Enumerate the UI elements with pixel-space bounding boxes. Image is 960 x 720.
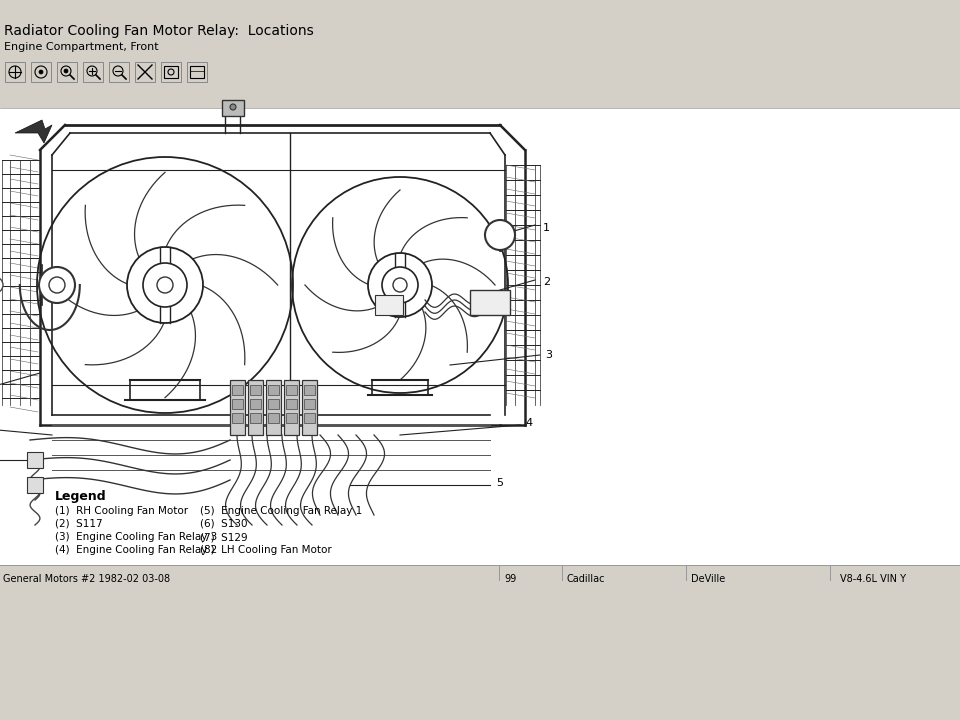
Circle shape — [157, 277, 173, 293]
Text: (1)  RH Cooling Fan Motor: (1) RH Cooling Fan Motor — [55, 506, 188, 516]
Circle shape — [0, 277, 3, 293]
Bar — [27, 452, 43, 468]
Bar — [286, 385, 297, 395]
Bar — [190, 66, 204, 78]
Bar — [0, 108, 960, 580]
Bar — [5, 62, 25, 82]
Bar — [57, 62, 77, 82]
Bar — [161, 62, 181, 82]
Circle shape — [485, 220, 515, 250]
Bar — [304, 385, 315, 395]
Bar — [266, 380, 281, 435]
Text: 3: 3 — [545, 350, 552, 360]
Text: 5: 5 — [496, 478, 503, 488]
Bar — [470, 290, 510, 315]
Text: 2: 2 — [543, 277, 550, 287]
Text: (2)  S117: (2) S117 — [55, 519, 103, 529]
Circle shape — [393, 278, 407, 292]
Text: (7)  S129: (7) S129 — [200, 532, 248, 542]
Bar — [0, 565, 960, 720]
Circle shape — [382, 267, 418, 303]
Circle shape — [368, 253, 432, 317]
Bar — [268, 399, 279, 409]
Circle shape — [39, 70, 43, 74]
Text: (5)  Engine Cooling Fan Relay 1: (5) Engine Cooling Fan Relay 1 — [200, 506, 362, 516]
Polygon shape — [15, 120, 52, 143]
Bar — [109, 62, 129, 82]
Bar — [286, 413, 297, 423]
Bar — [232, 413, 243, 423]
Text: (3)  Engine Cooling Fan Relay 3: (3) Engine Cooling Fan Relay 3 — [55, 532, 217, 542]
Bar — [31, 62, 51, 82]
Bar — [83, 62, 103, 82]
Bar — [304, 399, 315, 409]
Circle shape — [143, 263, 187, 307]
Bar — [304, 413, 315, 423]
Text: V8-4.6L VIN Y: V8-4.6L VIN Y — [840, 574, 906, 584]
Bar — [268, 413, 279, 423]
Bar — [286, 399, 297, 409]
Bar — [250, 413, 261, 423]
Text: General Motors #2 1982-02 03-08: General Motors #2 1982-02 03-08 — [3, 574, 170, 584]
Text: DeVille: DeVille — [691, 574, 726, 584]
Text: (6)  S130: (6) S130 — [200, 519, 248, 529]
Bar — [232, 385, 243, 395]
Text: Legend: Legend — [55, 490, 107, 503]
Bar — [187, 62, 207, 82]
Text: Engine Compartment, Front: Engine Compartment, Front — [4, 42, 158, 52]
Bar — [222, 100, 244, 116]
Bar — [268, 385, 279, 395]
Bar — [302, 380, 317, 435]
Circle shape — [49, 277, 65, 293]
Bar — [250, 385, 261, 395]
Bar — [27, 477, 43, 493]
Text: 99: 99 — [504, 574, 516, 584]
Circle shape — [230, 104, 236, 110]
Bar — [375, 295, 403, 315]
Text: Radiator Cooling Fan Motor Relay:  Locations: Radiator Cooling Fan Motor Relay: Locati… — [4, 24, 314, 38]
Bar — [164, 66, 178, 78]
Text: (4)  Engine Cooling Fan Relay 2: (4) Engine Cooling Fan Relay 2 — [55, 545, 217, 555]
Text: (8)  LH Cooling Fan Motor: (8) LH Cooling Fan Motor — [200, 545, 332, 555]
Text: Cadillac: Cadillac — [566, 574, 605, 584]
Circle shape — [127, 247, 203, 323]
Bar — [135, 62, 155, 82]
Text: 4: 4 — [525, 418, 532, 428]
Bar — [248, 380, 263, 435]
Bar — [0, 55, 960, 108]
Circle shape — [39, 267, 75, 303]
Bar — [232, 399, 243, 409]
Bar — [284, 380, 299, 435]
Circle shape — [64, 69, 68, 73]
Text: 1: 1 — [543, 223, 550, 233]
Bar — [250, 399, 261, 409]
Bar — [230, 380, 245, 435]
